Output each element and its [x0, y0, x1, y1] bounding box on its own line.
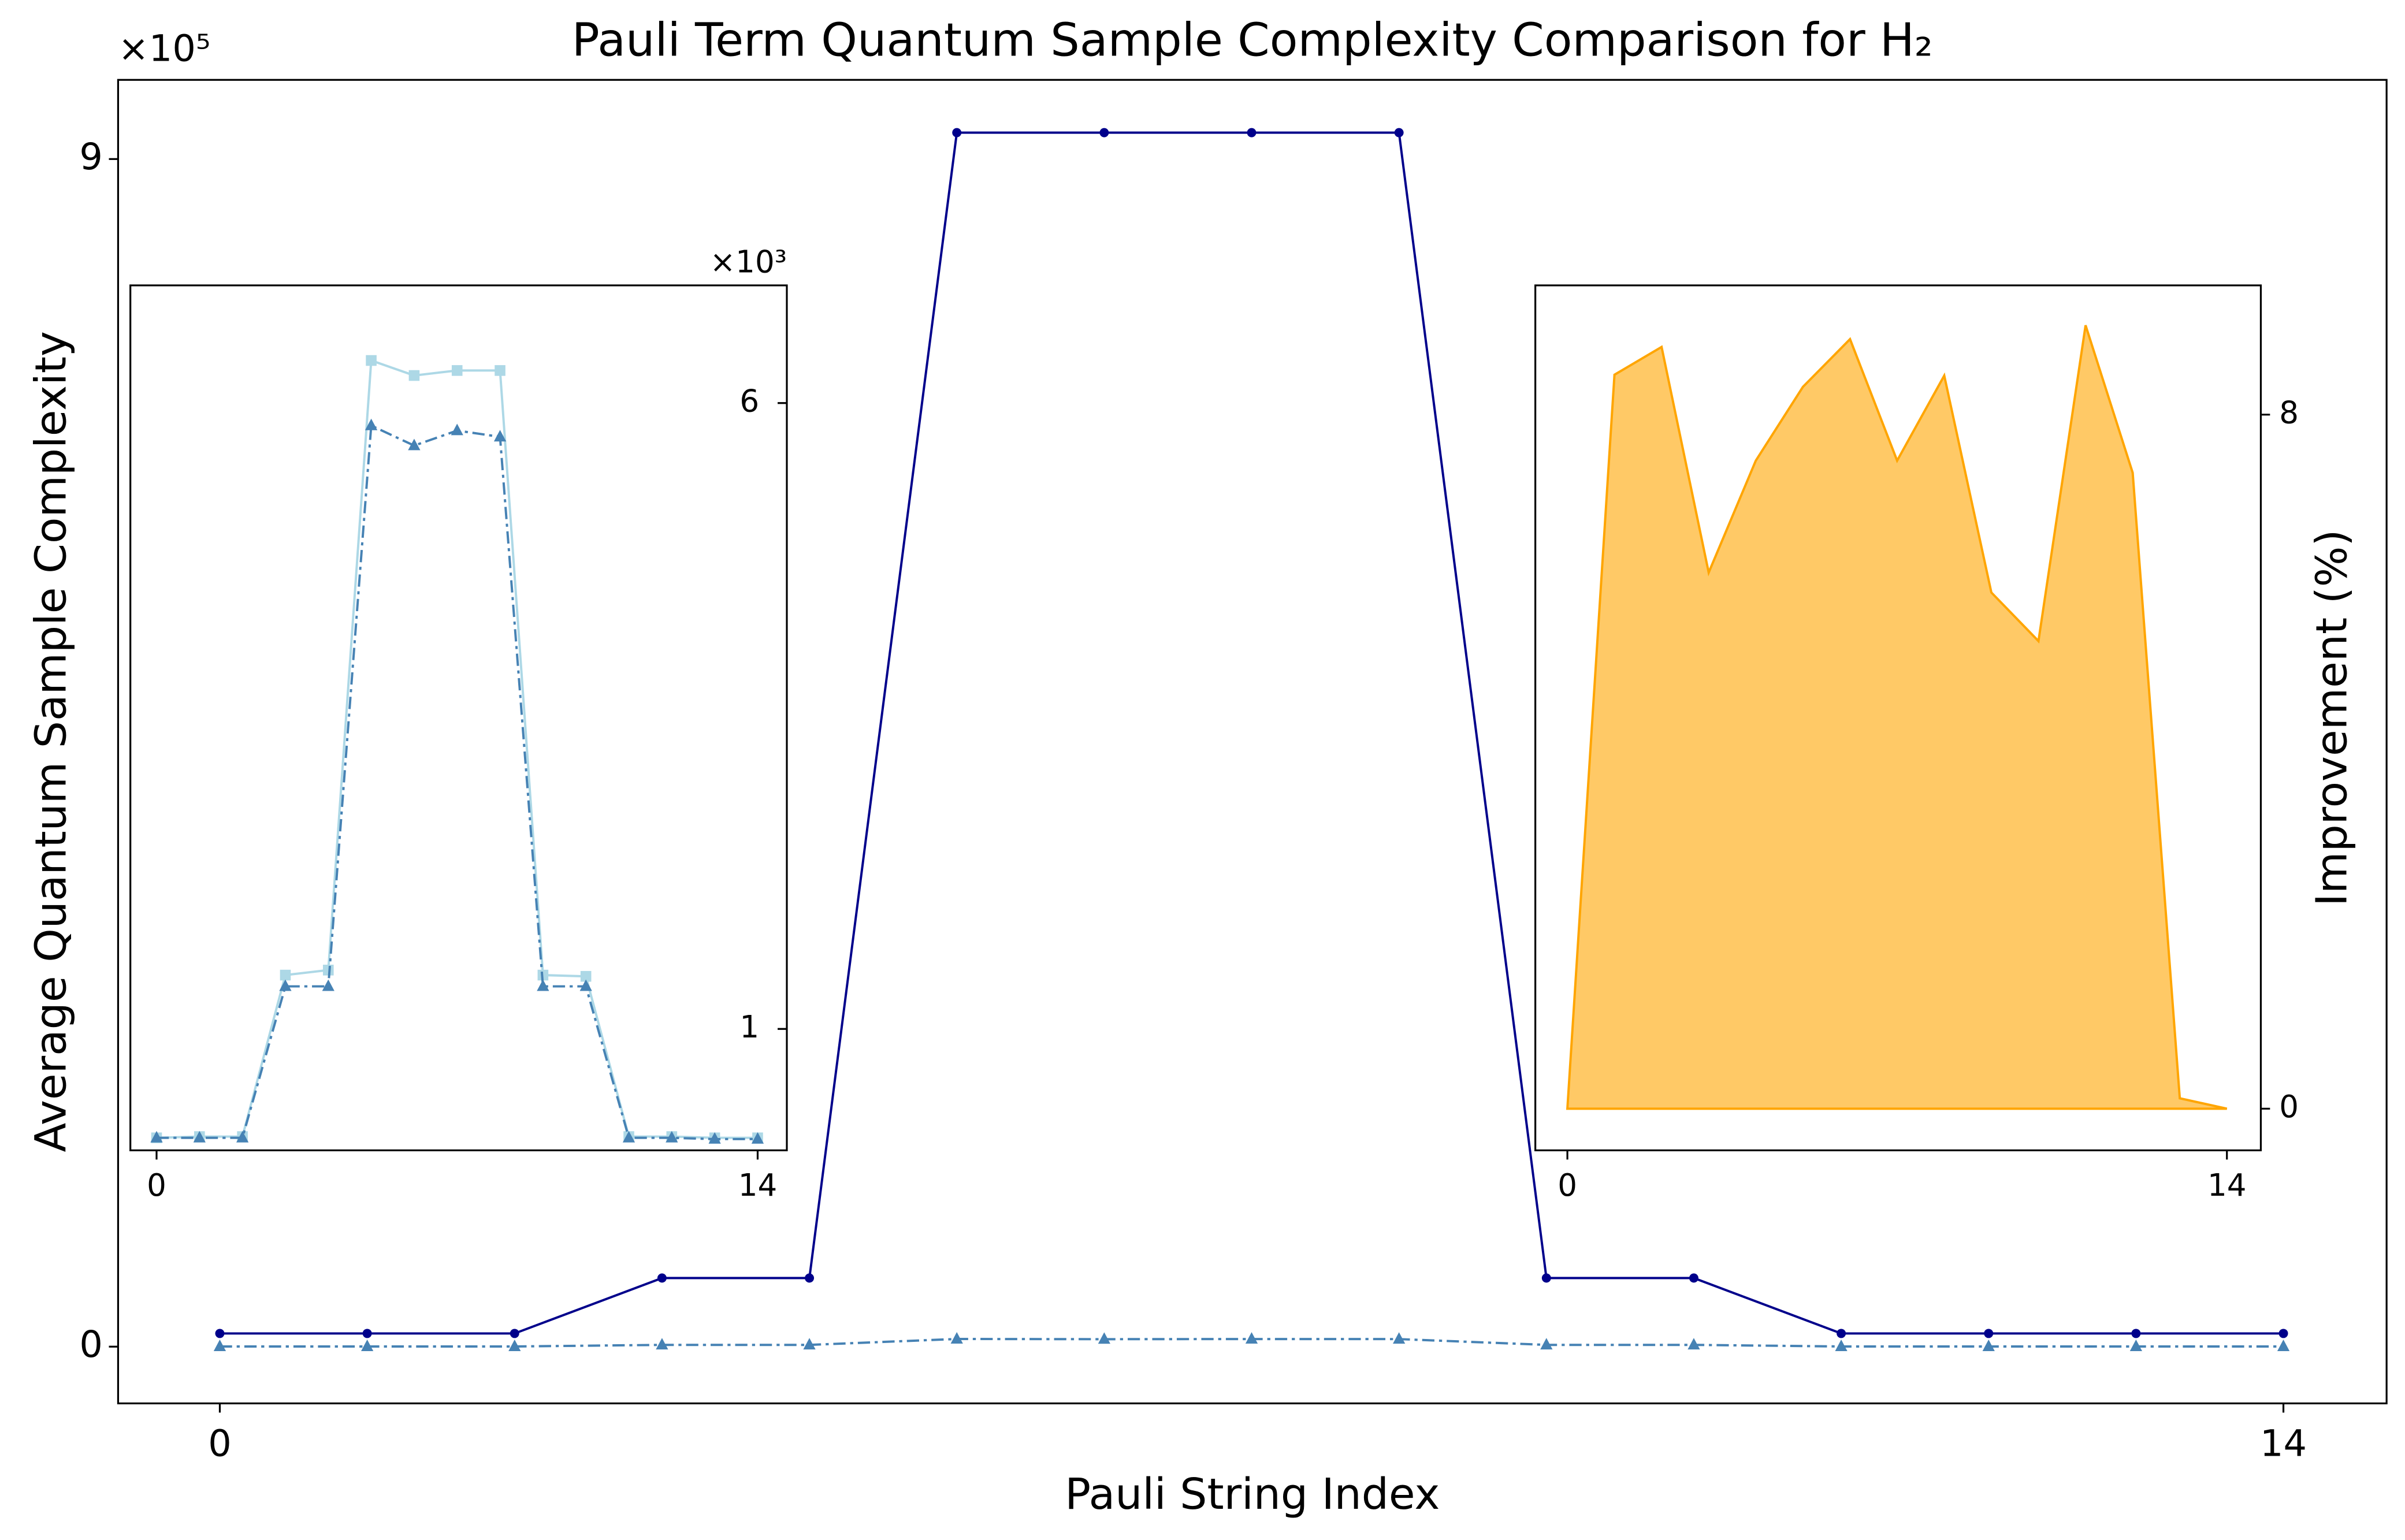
marker	[510, 1329, 519, 1338]
y-tick-label: 0	[79, 1323, 103, 1366]
y-axis-label: Improvement (%)	[2306, 530, 2356, 906]
marker	[408, 370, 420, 381]
marker	[803, 1338, 816, 1350]
y-axis-label: Average Quantum Sample Complexity	[25, 331, 76, 1152]
marker	[495, 365, 505, 376]
x-axis-label: Pauli String Index	[1065, 1469, 1440, 1519]
y-tick-label: 1	[739, 1009, 759, 1045]
marker	[1245, 1332, 1258, 1344]
y-tick-label: 9	[79, 136, 103, 178]
marker	[1540, 1338, 1553, 1350]
marker	[580, 970, 592, 982]
x-tick-label: 14	[2260, 1422, 2307, 1465]
marker	[1247, 128, 1257, 137]
marker	[280, 969, 291, 981]
marker	[657, 1273, 667, 1283]
marker	[1541, 1273, 1551, 1283]
marker	[408, 438, 421, 451]
marker	[579, 979, 592, 991]
marker	[1984, 1329, 1994, 1338]
marker	[2278, 1329, 2288, 1338]
marker	[1393, 1332, 1406, 1344]
x-tick-label: 0	[208, 1422, 232, 1465]
y-offset-label: ×10³	[710, 244, 787, 280]
marker	[805, 1273, 815, 1283]
x-tick-label: 14	[2207, 1167, 2247, 1203]
marker	[751, 1132, 764, 1144]
marker	[950, 1332, 963, 1344]
x-tick-label: 0	[1558, 1167, 1577, 1203]
marker	[1394, 128, 1404, 137]
marker	[322, 979, 334, 991]
marker	[1099, 128, 1109, 137]
marker	[366, 355, 377, 366]
chart-title: Pauli Term Quantum Sample Complexity Com…	[572, 13, 1933, 67]
chart-panel: 0 14 0 8 Improvement (%)	[1534, 284, 2356, 1203]
x-tick-label: 14	[738, 1167, 778, 1203]
marker	[150, 1130, 163, 1143]
marker	[451, 365, 463, 376]
marker	[322, 965, 334, 976]
marker	[2131, 1329, 2141, 1338]
marker	[236, 1130, 249, 1143]
marker	[1835, 1340, 1848, 1351]
marker	[279, 979, 292, 991]
marker	[451, 423, 463, 436]
marker	[622, 1130, 635, 1143]
y-tick-label: 8	[2279, 395, 2299, 430]
marker	[952, 128, 962, 137]
marker	[493, 430, 507, 442]
marker	[361, 1340, 374, 1351]
y-offset-label: ×10⁵	[118, 27, 210, 70]
plot-frame	[129, 284, 788, 1152]
marker	[1098, 1332, 1110, 1344]
marker	[2129, 1340, 2143, 1351]
x-tick-label: 0	[147, 1167, 166, 1203]
marker	[2277, 1340, 2290, 1351]
marker	[1982, 1340, 1995, 1351]
marker	[537, 979, 549, 991]
area	[1566, 325, 2228, 1110]
marker	[1687, 1338, 1700, 1350]
chart-panel: 0 14 1 6 ×10³	[129, 244, 788, 1203]
marker	[1837, 1329, 1846, 1338]
marker	[193, 1130, 206, 1143]
marker	[656, 1338, 668, 1350]
marker	[1689, 1273, 1698, 1283]
marker	[708, 1132, 721, 1144]
marker	[666, 1130, 678, 1143]
y-tick-label: 6	[739, 383, 759, 419]
marker	[362, 1329, 372, 1338]
marker	[213, 1340, 226, 1351]
marker	[215, 1329, 225, 1338]
y-tick-label: 0	[2279, 1089, 2299, 1125]
marker	[508, 1340, 521, 1351]
marker	[365, 418, 378, 430]
